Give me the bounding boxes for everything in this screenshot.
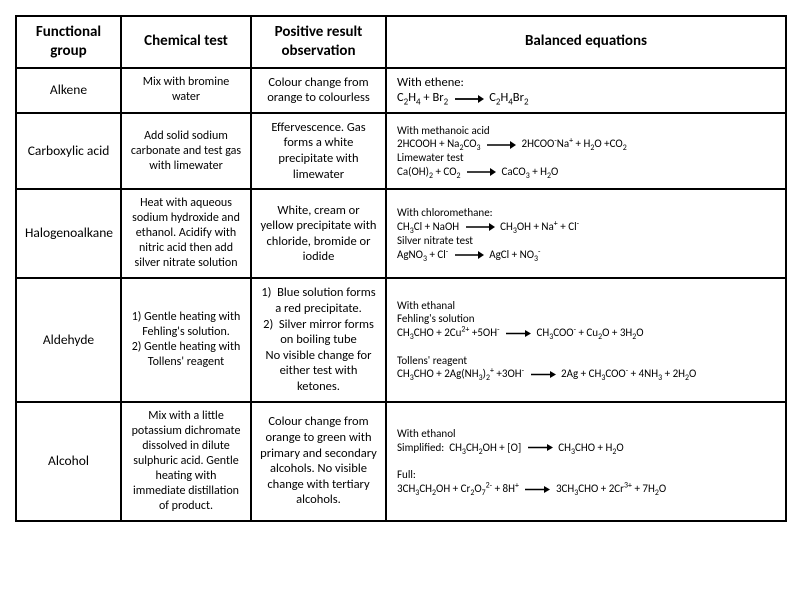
eq-sublabel: Fehling's solution xyxy=(397,312,474,325)
arrow-icon xyxy=(454,94,484,104)
arrow-icon xyxy=(527,443,553,452)
eq-label: Limewater test xyxy=(397,151,464,164)
eq-rhs: CaCO3 + H2O xyxy=(502,165,559,178)
chemistry-tests-table: Functional group Chemical test Positive … xyxy=(15,15,787,522)
chemical-test-cell: Heat with aqueous sodium hydroxide and e… xyxy=(121,189,251,278)
functional-group-cell: Alkene xyxy=(16,68,121,113)
observation-cell: White, cream or yellow precipitate with … xyxy=(251,189,386,278)
table-row: Aldehyde 1) Gentle heating with Fehling'… xyxy=(16,278,786,401)
functional-group-cell: Halogenoalkane xyxy=(16,189,121,278)
eq-label: With ethanal xyxy=(397,299,455,312)
eq-label: Silver nitrate test xyxy=(397,234,473,247)
chemical-test-cell: Add solid sodium carbonate and test gas … xyxy=(121,113,251,190)
table-row: Alkene Mix with bromine water Colour cha… xyxy=(16,68,786,113)
observation-cell: Effervescence. Gas forms a white precipi… xyxy=(251,113,386,190)
eq-lhs: 2HCOOH + Na2CO3 xyxy=(397,137,481,150)
test-line2: 2) Gentle heating with Tollens' reagent xyxy=(132,340,241,369)
equation-cell: With ethene: C2H4 + Br2 C2H4Br2 xyxy=(386,68,786,113)
test-line1: 1) Gentle heating with Fehling's solutio… xyxy=(132,310,241,339)
equation-cell: With chloromethane: CH3Cl + NaOH CH3OH +… xyxy=(386,189,786,278)
col-header-chemical-test: Chemical test xyxy=(121,16,251,68)
arrow-icon xyxy=(465,222,495,232)
observation-cell: Colour change from orange to green with … xyxy=(251,402,386,521)
eq-lhs: CH3CHO + 2Ag(NH3)2+ +3OH- xyxy=(397,367,524,380)
equation-cell: With ethanal Fehling's solution CH3CHO +… xyxy=(386,278,786,401)
eq-lhs: CH3CHO + 2Cu2+ +5OH- xyxy=(397,326,499,339)
eq-label: Tollens' reagent xyxy=(397,354,467,367)
eq-intro: With ethene: xyxy=(397,75,464,90)
eq-rhs: 2HCOO-Na+ + H2O +CO2 xyxy=(522,137,627,150)
col-header-balanced-equations: Balanced equations xyxy=(386,16,786,68)
arrow-icon xyxy=(466,167,496,177)
eq-label: With ethanol xyxy=(397,427,456,440)
functional-group-cell: Aldehyde xyxy=(16,278,121,401)
eq-lhs: AgNO3 + Cl- xyxy=(397,248,448,261)
eq-lhs: 3CH3CH2OH + Cr2O72- + 8H+ xyxy=(397,482,519,495)
col-header-positive-result: Positive result observation xyxy=(251,16,386,68)
observation-cell: Colour change from orange to colourless xyxy=(251,68,386,113)
table-row: Halogenoalkane Heat with aqueous sodium … xyxy=(16,189,786,278)
simplified-label: Simplified: xyxy=(397,441,444,454)
obs-line3: No visible change for either test with k… xyxy=(266,348,372,394)
eq-rhs: C2H4Br2 xyxy=(489,90,528,105)
arrow-icon xyxy=(505,329,531,338)
equation-cell: With methanoic acid 2HCOOH + Na2CO3 2HCO… xyxy=(386,113,786,190)
eq-label: With chloromethane: xyxy=(397,206,493,219)
chemical-test-cell: 1) Gentle heating with Fehling's solutio… xyxy=(121,278,251,401)
eq-lhs: CH3CH2OH + [O] xyxy=(449,441,521,454)
arrow-icon xyxy=(486,140,516,150)
chemical-test-cell: Mix with a little potassium dichromate d… xyxy=(121,402,251,521)
arrow-icon xyxy=(524,485,550,494)
arrow-icon xyxy=(530,370,556,379)
eq-rhs: CH3OH + Na+ + Cl- xyxy=(500,220,579,233)
eq-lhs: Ca(OH)2 + CO2 xyxy=(397,165,461,178)
eq-lhs: C2H4 + Br2 xyxy=(397,90,448,105)
table-header-row: Functional group Chemical test Positive … xyxy=(16,16,786,68)
obs-line1: 1) Blue solution forms a red precipitate… xyxy=(261,285,375,316)
eq-lhs: CH3Cl + NaOH xyxy=(397,220,459,233)
arrow-icon xyxy=(454,250,484,260)
eq-rhs: CH3COO- + Cu2O + 3H2O xyxy=(536,326,643,339)
eq-label: With methanoic acid xyxy=(397,124,490,137)
eq-rhs: 2Ag + CH3COO- + 4NH3 + 2H2O xyxy=(561,367,696,380)
chemical-test-cell: Mix with bromine water xyxy=(121,68,251,113)
functional-group-cell: Alcohol xyxy=(16,402,121,521)
observation-cell: 1) Blue solution forms a red precipitate… xyxy=(251,278,386,401)
eq-rhs: AgCl + NO3- xyxy=(489,248,540,261)
eq-rhs: 3CH3CHO + 2Cr3+ + 7H2O xyxy=(556,482,666,495)
full-label: Full: xyxy=(397,468,416,481)
obs-line2: 2) Silver mirror forms on boiling tube xyxy=(263,317,374,348)
equation-cell: With ethanol Simplified: CH3CH2OH + [O] … xyxy=(386,402,786,521)
eq-rhs: CH3CHO + H2O xyxy=(558,441,623,454)
col-header-functional-group: Functional group xyxy=(16,16,121,68)
functional-group-cell: Carboxylic acid xyxy=(16,113,121,190)
table-row: Alcohol Mix with a little potassium dich… xyxy=(16,402,786,521)
table-row: Carboxylic acid Add solid sodium carbona… xyxy=(16,113,786,190)
